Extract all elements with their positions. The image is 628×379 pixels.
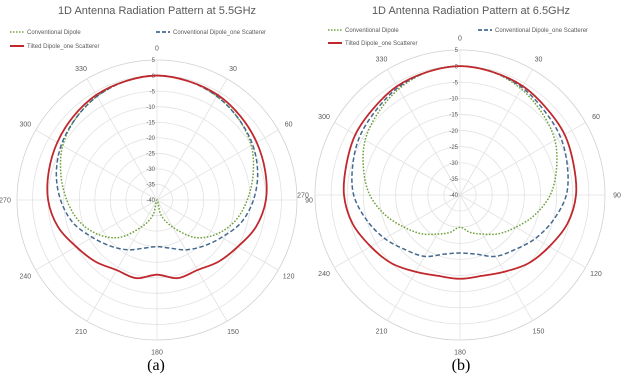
angular-tick-label: 150 bbox=[533, 328, 545, 335]
angular-tick-label: 300 bbox=[20, 122, 32, 129]
grid-spoke bbox=[35, 199, 158, 271]
grid-spoke bbox=[459, 194, 586, 268]
radial-tick-label: -40 bbox=[146, 198, 155, 204]
grid-spoke bbox=[86, 78, 158, 201]
legend-label-conventional-dipole-scatterer: Conventional Dipole_one Scatterer bbox=[495, 28, 588, 34]
legend-label-tilted-dipole-scatterer: Tilted Dipole_one Scatterer bbox=[27, 44, 99, 50]
radial-tick-label: -25 bbox=[146, 152, 155, 158]
caption-b: (b) bbox=[452, 357, 471, 374]
grid-spoke bbox=[334, 194, 461, 268]
radial-tick-label: -5 bbox=[453, 80, 459, 86]
angular-tick-label: 0 bbox=[458, 36, 462, 43]
radial-tick-label: -35 bbox=[146, 183, 155, 189]
legend-label-conventional-dipole-scatterer: Conventional Dipole_one Scatterer bbox=[173, 30, 266, 36]
angular-tick-label: 270 bbox=[297, 193, 309, 200]
angular-tick-label: 330 bbox=[75, 66, 87, 73]
grid-spoke bbox=[459, 194, 533, 321]
panel-a: 1D Antenna Radiation Pattern at 5.5GHz C… bbox=[0, 5, 313, 374]
radial-tick-label: -25 bbox=[449, 145, 458, 151]
radial-tick-label: -20 bbox=[146, 136, 155, 142]
radial-tick-label: 5 bbox=[152, 58, 156, 64]
series-line-conventional-dipole bbox=[362, 65, 558, 236]
angular-tick-label: 240 bbox=[20, 274, 32, 281]
radial-tick-labels: 5 0 -5 -10 -15 -20 -25 -30 -35 -40 bbox=[146, 58, 155, 204]
grid-spoke bbox=[459, 69, 533, 196]
caption-a: (a) bbox=[147, 357, 165, 374]
angular-tick-label: 150 bbox=[227, 329, 239, 336]
series-line-tilted-dipole-one-scatterer bbox=[46, 74, 268, 280]
radial-tick-label: -20 bbox=[449, 129, 458, 135]
radial-tick-label: -30 bbox=[146, 167, 155, 173]
angular-tick-label: 180 bbox=[454, 350, 466, 357]
grid-spoke bbox=[86, 199, 158, 322]
angular-tick-label: 120 bbox=[283, 274, 295, 281]
radial-tick-label: 5 bbox=[455, 48, 459, 54]
angular-tick-label: 210 bbox=[376, 328, 388, 335]
angular-tick-label: 210 bbox=[75, 329, 87, 336]
angular-tick-label: 90 bbox=[613, 193, 621, 200]
legend-label-conventional-dipole: Conventional Dipole bbox=[27, 30, 81, 36]
series-line-conventional-dipole-one-scatterer bbox=[55, 74, 259, 251]
legend-label-tilted-dipole-scatterer: Tilted Dipole_one Scatterer bbox=[345, 41, 417, 47]
angular-tick-label: 180 bbox=[151, 350, 163, 357]
series-line-conventional-dipole-one-scatterer bbox=[351, 65, 569, 258]
angular-tick-label: 120 bbox=[590, 271, 602, 278]
radial-tick-label: -35 bbox=[449, 177, 458, 183]
polar-grid bbox=[314, 49, 606, 341]
angular-tick-label: 30 bbox=[535, 57, 543, 64]
radial-tick-label: -40 bbox=[449, 193, 458, 199]
angular-tick-label: 60 bbox=[285, 122, 293, 129]
grid-spoke bbox=[35, 129, 158, 201]
grid-spoke bbox=[387, 69, 461, 196]
radial-tick-label: -15 bbox=[449, 113, 458, 119]
radial-tick-labels: 5 0 -5 -10 -15 -20 -25 -30 -35 -40 bbox=[449, 48, 458, 199]
grid-spoke bbox=[387, 194, 461, 321]
grid-spoke bbox=[156, 199, 228, 322]
angular-tick-label: 330 bbox=[376, 57, 388, 64]
radial-tick-label: -15 bbox=[146, 120, 155, 126]
radial-tick-label: -10 bbox=[146, 105, 155, 111]
angular-tick-label: 0 bbox=[155, 46, 159, 53]
radial-tick-label: -5 bbox=[150, 89, 156, 95]
angular-tick-label: 60 bbox=[592, 114, 600, 121]
radial-tick-label: 0 bbox=[455, 64, 459, 70]
grid-spoke bbox=[156, 129, 279, 201]
chart-title: 1D Antenna Radiation Pattern at 5.5GHz bbox=[58, 5, 256, 17]
legend-label-conventional-dipole: Conventional Dipole bbox=[345, 28, 399, 34]
series-layer bbox=[46, 74, 268, 280]
series-layer bbox=[342, 65, 578, 280]
angular-tick-label: 270 bbox=[0, 198, 11, 205]
grid-spoke bbox=[156, 199, 279, 271]
panel-b: 1D Antenna Radiation Pattern at 6.5GHz C… bbox=[297, 5, 621, 374]
series-line-tilted-dipole-one-scatterer bbox=[342, 65, 578, 280]
radial-tick-label: -30 bbox=[449, 161, 458, 167]
angular-tick-label: 30 bbox=[229, 66, 237, 73]
angular-tick-label: 300 bbox=[318, 114, 330, 121]
chart-title: 1D Antenna Radiation Pattern at 6.5GHz bbox=[372, 5, 570, 17]
radial-tick-label: 0 bbox=[152, 74, 156, 80]
angular-tick-labels: 0 30 60 90 120 150 180 210 240 270 300 330 bbox=[297, 36, 621, 357]
grid-spoke bbox=[156, 78, 228, 201]
series-line-conventional-dipole bbox=[59, 74, 255, 239]
angular-tick-labels: 0 30 60 90 120 150 180 210 240 270 300 330 bbox=[0, 46, 313, 357]
angular-tick-label: 90 bbox=[305, 198, 313, 205]
radial-tick-label: -10 bbox=[449, 97, 458, 103]
angular-tick-label: 240 bbox=[318, 271, 330, 278]
